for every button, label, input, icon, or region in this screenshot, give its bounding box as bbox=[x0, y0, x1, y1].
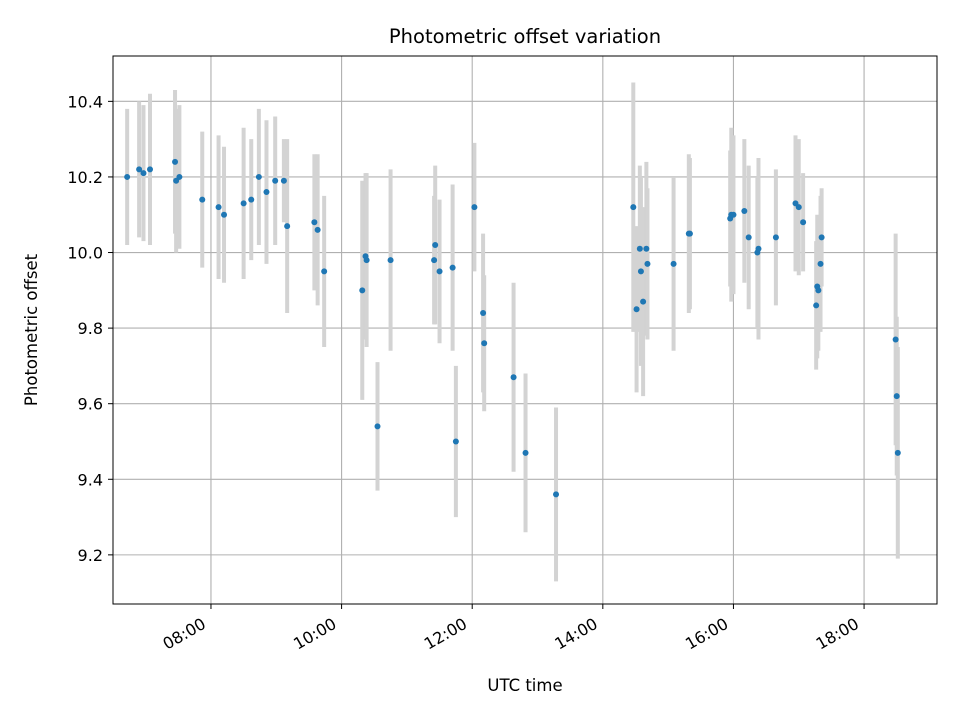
data-point bbox=[644, 260, 651, 267]
data-point bbox=[199, 196, 206, 203]
data-point bbox=[670, 260, 677, 267]
data-point bbox=[431, 257, 438, 264]
data-point bbox=[140, 170, 147, 177]
data-point bbox=[147, 166, 154, 173]
chart-title: Photometric offset variation bbox=[389, 25, 661, 48]
data-point bbox=[636, 245, 643, 252]
data-point bbox=[633, 306, 640, 313]
data-point bbox=[280, 177, 287, 184]
data-point bbox=[893, 393, 900, 400]
data-points bbox=[124, 158, 901, 498]
y-tick-label: 9.4 bbox=[78, 470, 103, 489]
data-point bbox=[172, 158, 179, 165]
data-point bbox=[272, 177, 279, 184]
y-tick-label: 10.4 bbox=[67, 92, 103, 111]
data-point bbox=[124, 173, 131, 180]
data-point bbox=[321, 268, 328, 275]
data-point bbox=[795, 204, 802, 211]
data-point bbox=[240, 200, 247, 207]
data-point bbox=[481, 340, 488, 347]
data-point bbox=[510, 374, 517, 381]
data-point bbox=[741, 207, 748, 214]
data-point bbox=[894, 449, 901, 456]
data-point bbox=[363, 257, 370, 264]
data-point bbox=[813, 302, 820, 309]
data-point bbox=[436, 268, 443, 275]
data-point bbox=[255, 173, 262, 180]
y-tick-label: 9.8 bbox=[78, 319, 103, 338]
data-point bbox=[248, 196, 255, 203]
y-tick-label: 10.0 bbox=[67, 244, 103, 263]
data-point bbox=[284, 223, 291, 230]
data-point bbox=[772, 234, 779, 241]
data-point bbox=[815, 287, 822, 294]
data-point bbox=[449, 264, 456, 271]
data-point bbox=[730, 211, 737, 218]
data-point bbox=[643, 245, 650, 252]
data-point bbox=[359, 287, 366, 294]
data-point bbox=[686, 230, 693, 237]
data-point bbox=[637, 268, 644, 275]
data-point bbox=[432, 241, 439, 248]
plot-area-frame bbox=[112, 55, 938, 605]
data-point bbox=[311, 219, 318, 226]
data-point bbox=[136, 166, 143, 173]
y-axis-ticks: 9.2 9.4 9.6 9.8 10.0 10.2 10.4 bbox=[67, 92, 113, 565]
data-point bbox=[800, 219, 807, 226]
data-point bbox=[263, 189, 270, 196]
data-point bbox=[471, 204, 478, 211]
data-point bbox=[553, 491, 560, 498]
x-axis-title: UTC time bbox=[487, 676, 562, 695]
data-point bbox=[755, 245, 762, 252]
data-point bbox=[215, 204, 222, 211]
data-point bbox=[817, 260, 824, 267]
data-point bbox=[892, 336, 899, 343]
data-point bbox=[387, 257, 394, 264]
data-point bbox=[221, 211, 228, 218]
data-point bbox=[176, 173, 183, 180]
data-point bbox=[374, 423, 381, 430]
data-point bbox=[314, 226, 321, 233]
data-point bbox=[640, 298, 647, 305]
data-point bbox=[480, 309, 487, 316]
data-point bbox=[452, 438, 459, 445]
data-point bbox=[630, 204, 637, 211]
data-point bbox=[522, 449, 529, 456]
y-tick-label: 9.2 bbox=[78, 546, 103, 565]
data-point bbox=[818, 234, 825, 241]
y-axis-title: Photometric offset bbox=[22, 253, 41, 406]
y-tick-label: 9.6 bbox=[78, 395, 103, 414]
y-tick-label: 10.2 bbox=[67, 168, 103, 187]
data-point bbox=[745, 234, 752, 241]
